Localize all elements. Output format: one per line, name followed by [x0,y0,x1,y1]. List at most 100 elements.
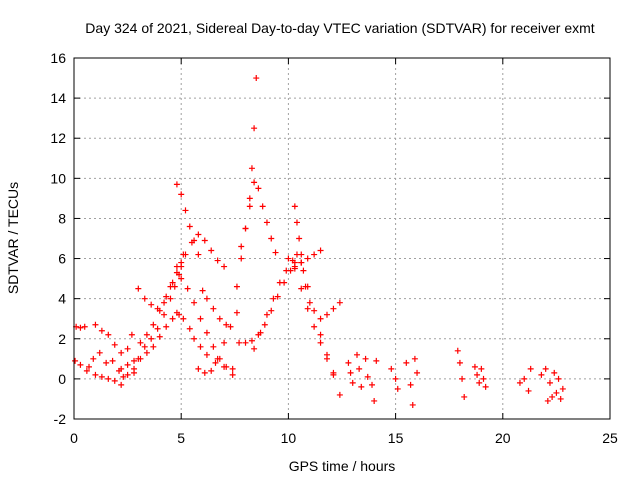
data-point [553,389,560,396]
data-point [223,321,230,328]
data-point [111,341,118,348]
series-s28 [516,365,534,394]
data-point [182,207,189,214]
data-point [169,315,176,322]
data-point [92,371,99,378]
data-point [96,349,103,356]
data-point [330,371,337,378]
data-point [336,391,343,398]
data-point [143,349,150,356]
data-point [373,357,380,364]
data-point [317,315,324,322]
data-point [546,379,553,386]
series-s5 [118,309,180,372]
data-point [124,345,131,352]
data-point [347,369,354,376]
data-point [229,371,236,378]
data-point [167,283,174,290]
data-point [184,285,191,292]
data-point [538,371,545,378]
data-point [176,311,183,318]
data-point [456,359,463,366]
data-point [542,365,549,372]
data-point [311,307,318,314]
y-axis-label: SDTVAR / TECUs [5,182,21,294]
series-s25 [388,355,421,408]
data-point [77,324,84,331]
data-point [557,395,564,402]
data-point [251,179,258,186]
data-point [323,351,330,358]
data-point [229,365,236,372]
data-point [371,397,378,404]
grid-lines [74,58,610,419]
data-point [246,203,253,210]
data-point [480,375,487,382]
data-point [111,377,118,384]
data-point [261,321,268,328]
data-point [120,373,127,380]
data-point [233,309,240,316]
y-tick-label: 12 [50,130,66,146]
data-point [214,355,221,362]
data-point [128,331,135,338]
data-point [163,293,170,300]
series-s20 [291,203,313,306]
data-point [304,283,311,290]
data-point [291,265,298,272]
data-point [414,369,421,376]
data-point [478,365,485,372]
data-point [330,305,337,312]
data-point [178,259,185,266]
data-point [521,375,528,382]
y-tick-label: 14 [50,90,66,106]
data-point [242,225,249,232]
data-point [317,339,324,346]
data-point [555,375,562,382]
data-point [255,185,262,192]
data-point [364,373,371,380]
data-point [283,267,290,274]
data-point [276,279,283,286]
data-point [216,315,223,322]
series-s6 [131,263,185,376]
data-point [482,383,489,390]
data-point [388,365,395,372]
data-point [150,321,157,328]
data-point [203,329,210,336]
data-point [186,223,193,230]
data-point [403,359,410,366]
data-point [248,165,255,172]
x-tick-label: 15 [388,430,404,446]
data-point [186,325,193,332]
data-point [459,375,466,382]
data-point [268,235,275,242]
y-tick-label: 6 [58,251,66,267]
data-point [223,363,230,370]
data-point [242,339,249,346]
series-s22 [298,259,343,398]
data-point [109,357,116,364]
y-tick-label: 0 [58,371,66,387]
series-s8 [135,263,180,312]
data-point [137,339,144,346]
x-tick-label: 5 [177,430,185,446]
data-point [195,251,202,258]
x-tick-label: 0 [70,430,78,446]
data-point [180,315,187,322]
data-point [148,301,155,308]
data-point [289,257,296,264]
data-point [559,385,566,392]
data-point [154,305,161,312]
data-point [259,203,266,210]
data-point [92,321,99,328]
data-point [317,247,324,254]
series-s29 [538,365,566,404]
data-point [118,365,125,372]
y-tick-label: 10 [50,170,66,186]
data-point [246,195,253,202]
data-point [454,347,461,354]
data-point [238,243,245,250]
data-point [251,345,258,352]
